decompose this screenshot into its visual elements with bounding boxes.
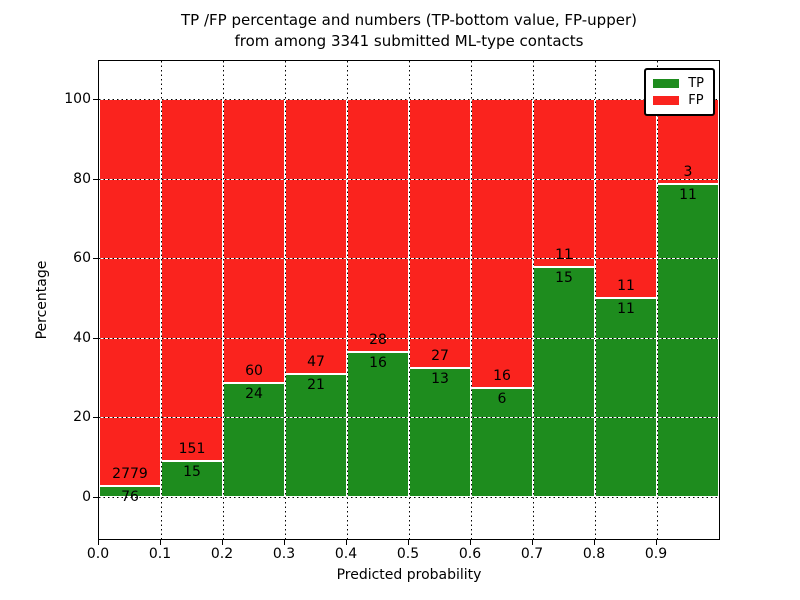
vgridline-7 [532, 61, 534, 539]
bar-segment-fp-4 [347, 99, 409, 353]
x-tick-0.0 [98, 540, 99, 545]
bar-segment-tp-6 [471, 388, 533, 497]
chart-title: TP /FP percentage and numbers (TP-bottom… [98, 10, 720, 52]
y-tick-label-20: 20 [73, 409, 91, 426]
y-axis-label: Percentage [34, 260, 50, 340]
bar-segment-fp-5 [409, 99, 471, 368]
vgridline-9 [656, 61, 658, 539]
bar-segment-tp-4 [347, 352, 409, 497]
tp-swatch-icon [653, 79, 680, 88]
y-tick-40 [93, 337, 98, 339]
bar-segment-fp-7 [533, 99, 595, 268]
fp-count-label-5: 27 [431, 347, 449, 364]
y-tick-100 [93, 99, 98, 100]
y-tick-20 [93, 417, 98, 419]
bar-segment-fp-1 [161, 99, 223, 462]
bar-segment-tp-7 [533, 267, 595, 497]
tp-count-label-3: 21 [307, 377, 325, 394]
tp-count-label-1: 15 [183, 464, 201, 481]
vgridline-4 [346, 61, 348, 539]
chart-title-line1: TP /FP percentage and numbers (TP-bottom… [181, 11, 637, 29]
bar-segment-fp-8 [595, 99, 657, 298]
vgridline-8 [594, 61, 596, 539]
legend-item-fp: FP [653, 92, 704, 109]
x-tick-0.3 [284, 540, 285, 545]
bar-segment-tp-8 [595, 298, 657, 497]
x-tick-0.2 [222, 540, 223, 545]
x-tick-0.5 [408, 540, 409, 545]
legend: TP FP [644, 68, 715, 116]
fp-count-label-4: 28 [369, 332, 387, 349]
bar-segment-fp-2 [223, 99, 285, 384]
x-tick-label-0.2: 0.2 [210, 546, 234, 562]
vgridline-5 [408, 61, 410, 539]
fp-count-label-2: 60 [245, 363, 263, 380]
x-tick-0.6 [470, 540, 471, 545]
fp-count-label-1: 151 [178, 441, 206, 458]
y-tick-80 [93, 178, 98, 180]
vgridline-2 [222, 61, 224, 539]
x-tick-0.9 [656, 540, 657, 545]
bar-segment-tp-9 [657, 184, 719, 497]
tp-count-label-4: 16 [369, 355, 387, 372]
x-tick-label-0.8: 0.8 [582, 546, 606, 562]
x-tick-label-0.4: 0.4 [334, 546, 358, 562]
vgridline-6 [470, 61, 472, 539]
legend-item-tp: TP [653, 75, 704, 92]
y-tick-0 [93, 497, 98, 498]
y-tick-label-100: 100 [64, 91, 91, 107]
y-tick-label-80: 80 [73, 170, 91, 187]
fp-count-label-6: 16 [493, 368, 511, 385]
bar-segment-tp-3 [285, 374, 347, 497]
fp-count-label-0: 2779 [112, 466, 148, 483]
x-axis-label: Predicted probability [336, 567, 482, 583]
legend-label-tp: TP [688, 76, 704, 91]
tp-count-label-5: 13 [431, 370, 449, 387]
bar-segment-fp-0 [99, 99, 161, 487]
x-tick-0.8 [594, 540, 595, 545]
tp-count-label-2: 24 [245, 386, 263, 403]
x-tick-label-0.9: 0.9 [644, 546, 668, 562]
legend-label-fp: FP [688, 93, 704, 108]
tp-count-label-6: 6 [497, 391, 507, 408]
bar-segment-tp-2 [223, 383, 285, 497]
x-tick-label-0.3: 0.3 [272, 546, 296, 562]
tp-count-label-8: 11 [617, 301, 635, 317]
x-tick-0.4 [346, 540, 347, 545]
x-tick-label-0.6: 0.6 [458, 546, 482, 562]
x-tick-0.7 [532, 540, 533, 545]
x-tick-0.1 [160, 540, 161, 545]
y-tick-label-0: 0 [82, 489, 91, 505]
fp-count-label-3: 47 [307, 354, 325, 371]
plot-area: 2779 76 151 15 60 24 47 21 28 16 27 13 16 6 11 15 11 11 3 1… [98, 60, 720, 540]
y-tick-60 [93, 258, 98, 260]
chart-title-line2: from among 3341 submitted ML-type contac… [234, 32, 584, 50]
x-tick-label-0.1: 0.1 [148, 546, 172, 562]
bar-segment-tp-5 [409, 367, 471, 497]
fp-count-label-9: 3 [683, 164, 693, 181]
fp-swatch-icon [653, 96, 680, 105]
bar-segment-fp-6 [471, 99, 533, 389]
vgridline-1 [160, 61, 162, 539]
y-tick-label-40: 40 [73, 329, 91, 346]
y-tick-label-60: 60 [73, 250, 91, 267]
tp-count-label-0: 76 [121, 489, 139, 506]
fp-count-label-8: 11 [617, 278, 635, 294]
x-tick-label-0.7: 0.7 [520, 546, 544, 562]
tp-count-label-7: 15 [555, 270, 573, 287]
tp-count-label-9: 11 [679, 187, 697, 204]
x-tick-label-0.5: 0.5 [396, 546, 420, 562]
x-tick-label-0.0: 0.0 [86, 546, 110, 562]
fp-count-label-7: 11 [555, 247, 573, 264]
bar-segment-fp-3 [285, 99, 347, 375]
vgridline-3 [284, 61, 286, 539]
